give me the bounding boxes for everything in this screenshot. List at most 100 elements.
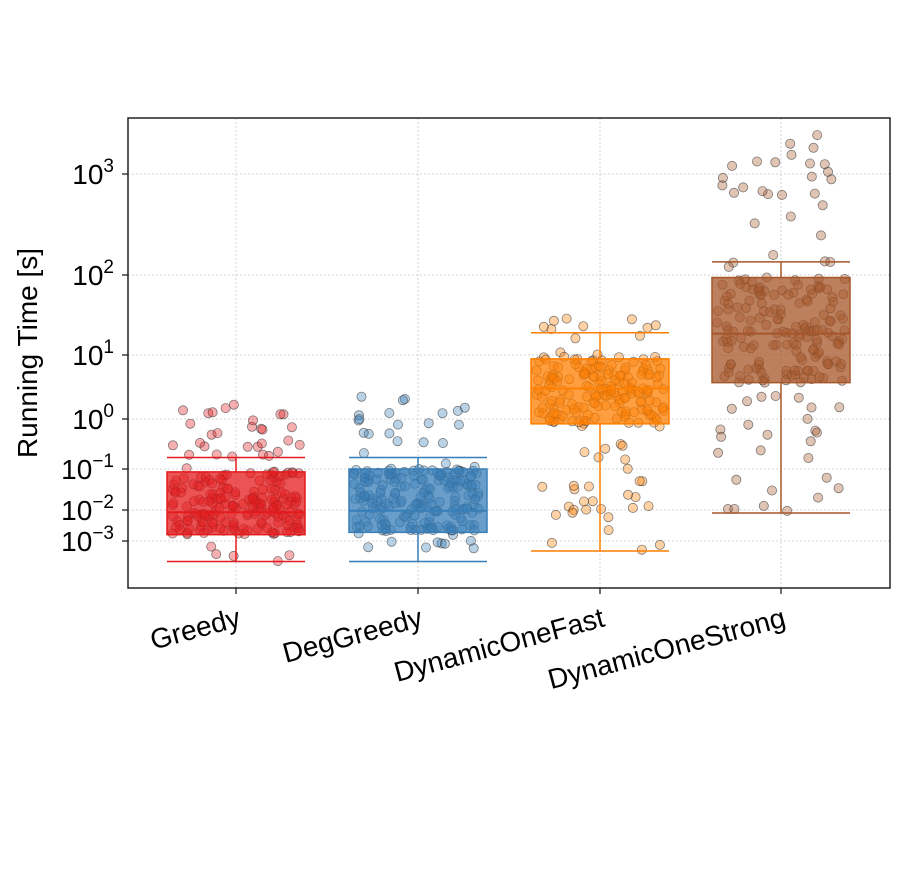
data-point (715, 424, 726, 435)
data-point (755, 445, 766, 456)
data-point (808, 142, 819, 153)
data-point (561, 313, 572, 324)
data-point (465, 535, 476, 546)
data-point (752, 156, 763, 167)
data-point (811, 427, 822, 438)
box-DegGreedy (348, 456, 488, 563)
data-point (729, 503, 740, 514)
iqr-box (166, 471, 306, 536)
data-point (275, 409, 286, 420)
data-point (242, 441, 253, 452)
data-point (538, 321, 549, 332)
data-point (212, 428, 223, 439)
data-point (813, 492, 824, 503)
data-point (717, 172, 728, 183)
data-point (284, 550, 295, 561)
data-point (177, 405, 188, 416)
data-point (617, 440, 628, 451)
data-point (738, 182, 749, 193)
data-point (643, 501, 654, 512)
y-tick-label: 10−2 (61, 492, 114, 526)
data-point (770, 390, 781, 401)
data-point (211, 549, 222, 560)
data-point (805, 436, 816, 447)
data-point (793, 392, 804, 403)
data-point (763, 189, 774, 200)
data-point (420, 542, 431, 553)
data-point (206, 429, 217, 440)
y-tick-label: 10−3 (61, 523, 114, 557)
data-point (723, 261, 734, 272)
data-point (749, 218, 760, 229)
data-point (272, 446, 283, 457)
data-point (642, 322, 653, 333)
data-point (834, 402, 845, 413)
data-point (384, 407, 395, 418)
data-point (812, 130, 823, 141)
data-point (437, 408, 448, 419)
data-point (596, 503, 607, 514)
data-point (623, 489, 634, 500)
data-point (587, 496, 598, 507)
x-tick-label: Greedy (147, 602, 244, 656)
data-point (207, 407, 218, 418)
data-point (805, 158, 816, 169)
y-axis-ticks: 10−310−2 10−1 100 101 102 103 (61, 156, 128, 557)
data-point (206, 541, 217, 552)
data-point (356, 391, 367, 402)
plot-frame (127, 117, 891, 589)
data-point (756, 391, 767, 402)
data-point (194, 437, 205, 448)
data-point (579, 447, 590, 458)
data-point (743, 419, 754, 430)
data-point (603, 525, 614, 536)
data-point (537, 481, 548, 492)
data-point (627, 502, 638, 513)
data-point (439, 538, 450, 549)
data-point (436, 538, 447, 549)
data-point (453, 419, 464, 430)
data-point (785, 138, 796, 149)
data-point (806, 402, 817, 413)
data-point (247, 415, 258, 426)
data-point (634, 476, 645, 487)
data-point (286, 422, 297, 433)
data-point (423, 418, 434, 429)
data-point (227, 451, 238, 462)
data-point (821, 472, 832, 483)
data-point (823, 166, 834, 177)
iqr-box (530, 358, 670, 425)
data-point (397, 395, 408, 406)
data-point (468, 543, 479, 554)
data-point (459, 402, 470, 413)
data-point (767, 485, 778, 496)
data-point (717, 180, 728, 191)
data-point (568, 480, 579, 491)
data-point (392, 436, 403, 447)
data-point (626, 314, 637, 325)
data-point (263, 450, 274, 461)
y-axis-label: Running Time [s] (12, 248, 43, 458)
data-point (742, 396, 753, 407)
data-point (622, 463, 633, 474)
data-point (392, 419, 403, 430)
data-point (727, 160, 738, 171)
data-point (256, 438, 267, 449)
data-point (729, 187, 740, 198)
data-point (785, 211, 796, 222)
data-point (802, 413, 813, 424)
data-point (716, 431, 727, 442)
grid-lines (128, 118, 890, 588)
data-point (283, 435, 294, 446)
data-point (758, 500, 769, 511)
y-tick-label: 101 (72, 337, 114, 371)
data-point (569, 484, 580, 495)
data-point (777, 189, 788, 200)
data-point (803, 452, 814, 463)
data-point (654, 539, 665, 550)
data-point (220, 403, 231, 414)
data-point (257, 424, 268, 435)
data-point (786, 149, 797, 160)
